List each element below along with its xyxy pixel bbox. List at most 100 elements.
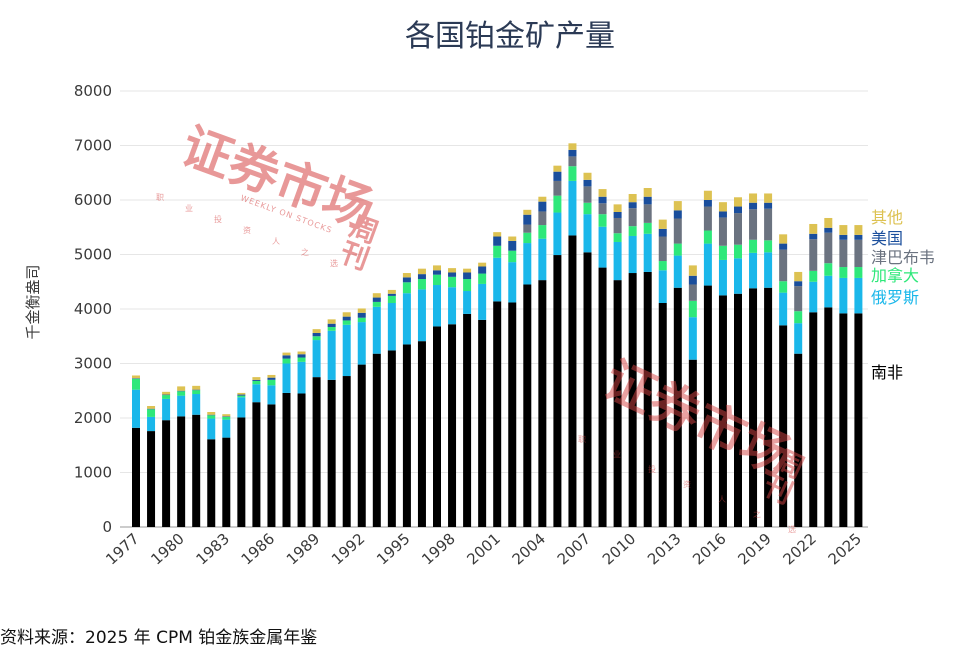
bar-stack-1982 <box>207 412 216 527</box>
bar <box>673 210 682 219</box>
bar <box>749 193 758 203</box>
bar <box>417 279 426 290</box>
bar <box>177 386 186 391</box>
bar <box>839 277 848 314</box>
bar-stack-2008 <box>598 189 607 527</box>
bar <box>658 270 667 304</box>
bar <box>327 319 336 324</box>
watermark-slogan-char: 职 <box>156 193 165 202</box>
bar <box>688 317 697 360</box>
bar-stack-2025 <box>854 225 863 527</box>
bar-stack-2003 <box>523 209 532 527</box>
bar <box>764 202 773 209</box>
bar <box>402 273 411 278</box>
bar <box>794 311 803 324</box>
x-tick-label: 2025 <box>825 530 865 569</box>
bar-stack-2007 <box>583 172 592 527</box>
x-tick-label: 1986 <box>238 530 278 569</box>
bar <box>162 391 171 395</box>
bar <box>448 272 457 277</box>
bar <box>854 267 863 278</box>
bar-stack-1999 <box>463 268 472 527</box>
bar <box>598 226 607 268</box>
bar <box>282 392 291 527</box>
bar <box>222 437 231 527</box>
bar <box>628 226 637 236</box>
chart-title: 各国铂金矿产量 <box>405 19 615 54</box>
bar <box>673 255 682 288</box>
bar <box>749 239 758 253</box>
bar <box>297 393 306 527</box>
bar <box>357 317 366 323</box>
bar <box>252 402 261 527</box>
bar <box>538 238 547 281</box>
bar <box>749 288 758 527</box>
bar <box>613 204 622 212</box>
bar-stack-2001 <box>493 232 502 527</box>
bar <box>824 275 833 308</box>
bar <box>764 287 773 527</box>
bar-stack-2006 <box>568 143 577 528</box>
bar <box>598 189 607 197</box>
bar <box>192 390 201 395</box>
bar <box>718 295 727 527</box>
bar <box>327 323 336 327</box>
bar <box>673 218 682 244</box>
bar <box>764 193 773 203</box>
bar-stack-1986 <box>267 374 276 527</box>
bar <box>553 255 562 528</box>
bar <box>673 243 682 256</box>
bar <box>734 197 742 207</box>
bar <box>433 265 441 271</box>
bar <box>282 358 291 364</box>
bar-stack-1987 <box>282 352 291 527</box>
bar <box>192 414 201 527</box>
bar <box>297 351 306 355</box>
bar <box>523 243 532 285</box>
bar <box>749 202 758 210</box>
bar <box>779 234 788 244</box>
bar <box>177 416 186 527</box>
bar <box>568 166 577 181</box>
bar <box>764 208 773 241</box>
bar <box>809 223 818 234</box>
bar <box>448 276 457 288</box>
bar <box>553 171 562 181</box>
bar <box>734 258 742 294</box>
bar <box>749 209 758 240</box>
bar <box>493 232 502 237</box>
watermark-slogan-char: 资 <box>243 225 252 235</box>
y-tick-label: 1000 <box>74 464 112 482</box>
bar <box>568 156 577 167</box>
bar-stack-2022 <box>809 223 818 527</box>
bar <box>854 277 863 314</box>
bar <box>357 322 366 365</box>
bar <box>643 233 652 272</box>
bar <box>643 222 652 234</box>
watermark-slogan-char: 选 <box>330 258 339 268</box>
bar <box>387 350 396 527</box>
y-tick-label: 2000 <box>74 409 112 427</box>
bar <box>463 291 472 314</box>
bar <box>824 217 833 228</box>
bar <box>402 344 411 527</box>
y-tick-label: 0 <box>102 518 112 536</box>
legend-label-南非: 南非 <box>871 363 903 382</box>
y-axis-label: 千金衡盎司 <box>24 264 42 339</box>
watermark-slogan-char: 投 <box>648 464 657 474</box>
bar-stack-2011 <box>643 188 652 527</box>
bar <box>312 340 321 378</box>
bar <box>809 270 818 282</box>
bar <box>643 196 652 205</box>
bar <box>734 213 742 245</box>
bar <box>809 312 818 527</box>
y-tick-label: 6000 <box>74 191 112 209</box>
bar-stack-2015 <box>703 190 712 527</box>
bar <box>417 268 426 275</box>
bar <box>628 273 637 527</box>
bar-stack-1985 <box>252 377 261 527</box>
bar-stack-2016 <box>718 202 727 527</box>
bar <box>252 384 261 403</box>
